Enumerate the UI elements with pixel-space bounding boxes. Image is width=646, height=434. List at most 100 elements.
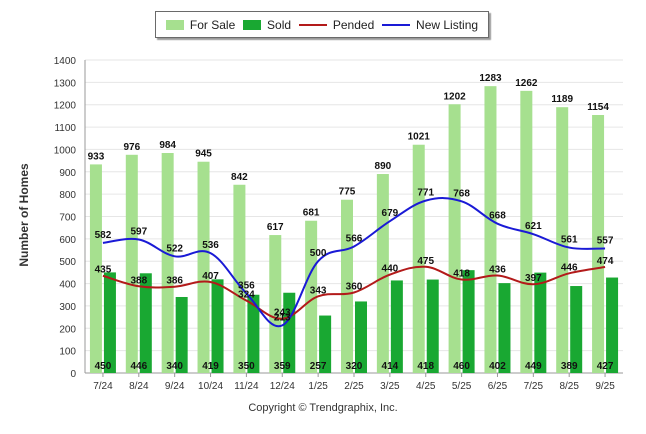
bar-sold: [534, 272, 547, 373]
bar-for-sale: [161, 153, 174, 373]
data-label-sold: 446: [130, 361, 147, 372]
legend-swatch-new-listing: [382, 23, 411, 26]
data-label-pended: 386: [166, 276, 183, 287]
data-label-pended: 388: [130, 275, 147, 286]
bar-for-sale: [89, 164, 102, 373]
y-tick-label: 0: [70, 369, 76, 380]
data-label-pended: 324: [238, 290, 255, 301]
bar-sold: [390, 280, 403, 373]
legend-swatch-pended: [298, 23, 327, 26]
bar-for-sale: [556, 107, 569, 373]
data-label-pended: 435: [95, 265, 112, 276]
x-tick-label: 1/25: [308, 381, 328, 392]
y-tick-label: 600: [59, 235, 76, 246]
data-label-new-listing: 679: [382, 208, 399, 219]
data-label-sold: 449: [525, 361, 542, 372]
x-tick-label: 6/25: [488, 381, 508, 392]
legend-item-for-sale: For Sale: [165, 17, 236, 32]
y-tick-label: 200: [59, 324, 76, 335]
data-label-sold: 427: [597, 361, 614, 372]
data-label-new-listing: 768: [453, 188, 470, 199]
y-tick-label: 1200: [54, 101, 77, 112]
data-label-for-sale: 842: [231, 172, 248, 183]
y-tick-label: 400: [59, 280, 76, 291]
data-label-sold: 418: [417, 361, 434, 372]
data-label-pended: 360: [346, 282, 363, 293]
y-tick-label: 1400: [54, 56, 77, 67]
data-label-new-listing: 621: [525, 221, 542, 232]
data-label-pended: 474: [597, 256, 614, 267]
y-tick-label: 1100: [54, 123, 76, 134]
x-tick-label: 4/25: [416, 381, 436, 392]
data-label-for-sale: 984: [159, 140, 176, 151]
legend-label-for-sale: For Sale: [189, 17, 236, 32]
x-tick-label: 10/24: [198, 381, 223, 392]
data-label-new-listing: 536: [202, 240, 219, 251]
bar-for-sale: [448, 104, 461, 373]
data-label-for-sale: 890: [375, 161, 392, 172]
data-label-for-sale: 933: [88, 151, 105, 162]
legend-item-pended: Pended: [298, 17, 375, 32]
data-label-for-sale: 1202: [443, 91, 466, 102]
data-label-pended: 243: [274, 308, 291, 319]
data-label-for-sale: 1154: [587, 102, 609, 113]
y-tick-label: 800: [59, 190, 76, 201]
data-label-new-listing: 668: [489, 211, 506, 222]
data-label-new-listing: 582: [95, 230, 112, 241]
bar-sold: [570, 286, 583, 373]
chart-legend: For Sale Sold Pended New Listing: [155, 11, 489, 38]
legend-label-pended: Pended: [332, 17, 375, 32]
x-tick-label: 5/25: [452, 381, 472, 392]
line-pended: [102, 265, 606, 320]
y-tick-label: 1000: [54, 145, 77, 156]
data-label-sold: 419: [202, 361, 219, 372]
data-label-for-sale: 775: [339, 187, 356, 198]
x-tick-label: 7/25: [524, 381, 544, 392]
data-label-pended: 446: [561, 262, 578, 273]
y-tick-label: 300: [59, 302, 76, 313]
bar-sold: [175, 296, 188, 373]
data-label-sold: 460: [453, 361, 470, 372]
bar-for-sale: [592, 114, 605, 374]
data-label-sold: 414: [382, 361, 399, 372]
y-tick-label: 100: [59, 347, 76, 358]
data-label-sold: 350: [238, 361, 255, 372]
data-label-for-sale: 945: [195, 149, 212, 160]
data-label-sold: 402: [489, 361, 506, 372]
data-label-for-sale: 617: [267, 222, 284, 233]
legend-label-new-listing: New Listing: [416, 17, 479, 32]
data-label-new-listing: 356: [238, 280, 255, 291]
bar-sold: [355, 301, 367, 373]
data-label-sold: 359: [274, 361, 291, 372]
data-label-new-listing: 566: [346, 233, 363, 244]
bar-sold: [103, 272, 116, 373]
data-label-for-sale: 1283: [479, 73, 502, 84]
legend-item-sold: Sold: [243, 18, 291, 32]
bar-sold: [498, 283, 511, 373]
legend-swatch-for-sale: [165, 19, 184, 30]
x-tick-label: 7/24: [93, 381, 113, 392]
data-label-for-sale: 681: [303, 208, 320, 219]
x-tick-label: 11/24: [234, 381, 259, 392]
data-label-new-listing: 771: [417, 188, 434, 199]
data-label-for-sale: 1021: [408, 132, 431, 143]
x-tick-label: 12/24: [270, 381, 295, 392]
data-label-sold: 257: [310, 361, 327, 372]
bar-for-sale: [125, 154, 138, 373]
bar-for-sale: [233, 184, 246, 373]
legend-swatch-sold: [243, 19, 262, 30]
data-label-new-listing: 500: [310, 248, 327, 259]
data-label-for-sale: 1189: [551, 94, 573, 105]
line-new-listing: [102, 197, 606, 328]
data-label-sold: 450: [95, 361, 112, 372]
bar-sold: [319, 315, 332, 373]
y-tick-label: 500: [59, 257, 76, 268]
y-tick-label: 700: [59, 213, 76, 224]
bar-for-sale: [341, 199, 353, 373]
data-label-pended: 418: [453, 269, 470, 280]
data-label-new-listing: 561: [561, 235, 578, 246]
bar-for-sale: [305, 220, 318, 373]
x-tick-label: 9/25: [595, 381, 615, 392]
x-tick-label: 9/24: [165, 381, 185, 392]
